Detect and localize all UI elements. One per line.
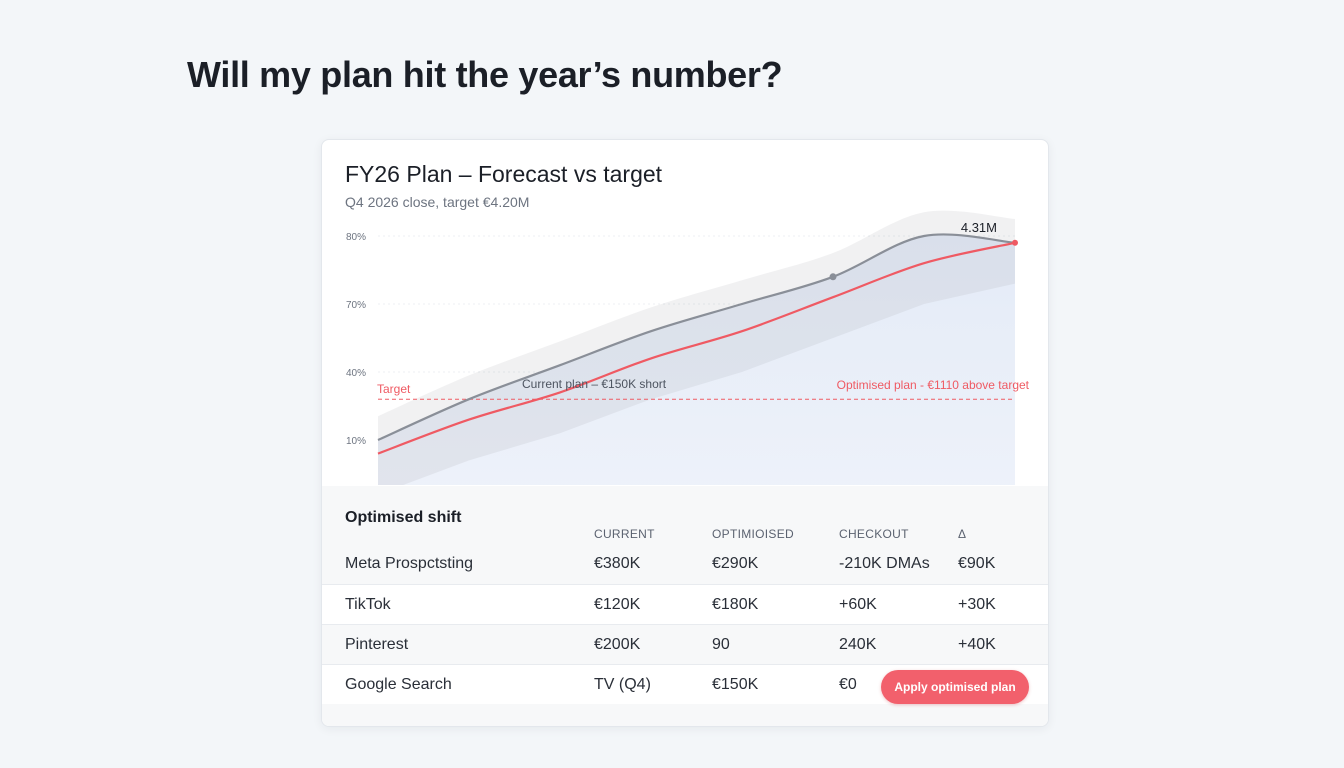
y-tick-label: 80% [346,232,366,243]
row-optimised: €180K [712,596,759,613]
y-tick-label: 70% [346,300,366,311]
y-tick-label: 10% [346,436,366,447]
current-plan-line [377,233,1016,442]
target-label: Target [377,382,411,396]
table-row[interactable]: Meta Prospctsting €380K €290K -210K DMAs… [322,544,1048,584]
row-delta: €90K [958,555,996,572]
row-checkout: 240K [839,636,877,653]
forecast-card: FY26 Plan – Forecast vs target Q4 2026 c… [321,139,1049,727]
optimised-plan-marker [1012,239,1018,246]
row-channel: Google Search [345,676,452,693]
card-subtitle: Q4 2026 close, target €4.20M [345,194,530,210]
row-optimised: €150K [712,676,759,693]
optimised-plan-line [377,241,1016,455]
forecast-area [378,234,1015,485]
row-delta: +40K [958,636,996,653]
row-current: TV (Q4) [594,676,651,693]
row-current: €200K [594,636,641,653]
optimised-shift-table: Optimised shift CURRENT OPTIMIOISED CHEC… [322,486,1048,726]
row-channel: TikTok [345,596,391,613]
row-channel: Pinterest [345,636,409,653]
end-value-label: 4.31M [961,220,997,235]
row-current: €120K [594,596,641,613]
card-title: FY26 Plan – Forecast vs target [345,161,663,187]
row-channel: Meta Prospctsting [345,555,474,572]
y-tick-label: 40% [346,368,366,379]
row-checkout: +60K [839,596,877,613]
table-row[interactable]: TikTok €120K €180K +60K +30K [322,584,1048,624]
page-title: Will my plan hit the year’s number? [187,54,783,95]
row-checkout: €0 [839,676,857,693]
col-header-delta: Δ [958,527,967,541]
forecast-chart: 0%10%40%70%80%$0kW5W6S01IovMuAprDec 21Re… [346,210,1030,485]
row-delta: +30K [958,596,996,613]
col-header-optimised: OPTIMIOISED [712,527,794,541]
row-checkout: -210K DMAs [839,555,930,572]
row-optimised: €290K [712,555,759,572]
confidence-band [378,210,1015,485]
table-row[interactable]: Pinterest €200K 90 240K +40K [322,624,1048,664]
apply-optimised-plan-button[interactable]: Apply optimised plan [881,670,1029,704]
optimised-plan-annotation: Optimised plan - €1110 above target [837,378,1030,392]
col-header-current: CURRENT [594,527,655,541]
table-title: Optimised shift [345,509,462,526]
col-header-checkout: CHECKOUT [839,527,909,541]
row-current: €380K [594,555,641,572]
current-plan-annotation: Current plan – €150K short [522,377,667,391]
current-plan-marker [829,273,837,281]
row-optimised: 90 [712,636,730,653]
